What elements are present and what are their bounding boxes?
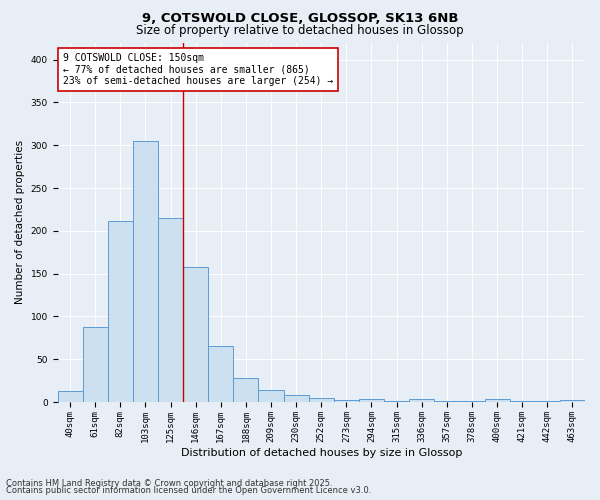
Bar <box>183 267 208 402</box>
Bar <box>83 326 108 402</box>
Bar <box>108 220 133 402</box>
Bar <box>359 400 384 402</box>
Text: Contains HM Land Registry data © Crown copyright and database right 2025.: Contains HM Land Registry data © Crown c… <box>6 478 332 488</box>
Bar <box>309 398 334 402</box>
Bar <box>535 401 560 402</box>
Text: Contains public sector information licensed under the Open Government Licence v3: Contains public sector information licen… <box>6 486 371 495</box>
X-axis label: Distribution of detached houses by size in Glossop: Distribution of detached houses by size … <box>181 448 462 458</box>
Text: Size of property relative to detached houses in Glossop: Size of property relative to detached ho… <box>136 24 464 37</box>
Bar <box>133 141 158 402</box>
Text: 9 COTSWOLD CLOSE: 150sqm
← 77% of detached houses are smaller (865)
23% of semi-: 9 COTSWOLD CLOSE: 150sqm ← 77% of detach… <box>63 54 333 86</box>
Bar <box>384 401 409 402</box>
Text: 9, COTSWOLD CLOSE, GLOSSOP, SK13 6NB: 9, COTSWOLD CLOSE, GLOSSOP, SK13 6NB <box>142 12 458 26</box>
Bar <box>509 401 535 402</box>
Bar <box>158 218 183 402</box>
Bar <box>208 346 233 402</box>
Bar <box>334 400 359 402</box>
Bar <box>485 400 509 402</box>
Bar <box>560 400 585 402</box>
Bar <box>284 395 309 402</box>
Bar <box>409 398 434 402</box>
Bar <box>233 378 259 402</box>
Bar <box>259 390 284 402</box>
Bar <box>58 391 83 402</box>
Y-axis label: Number of detached properties: Number of detached properties <box>15 140 25 304</box>
Bar <box>434 401 460 402</box>
Bar <box>460 401 485 402</box>
